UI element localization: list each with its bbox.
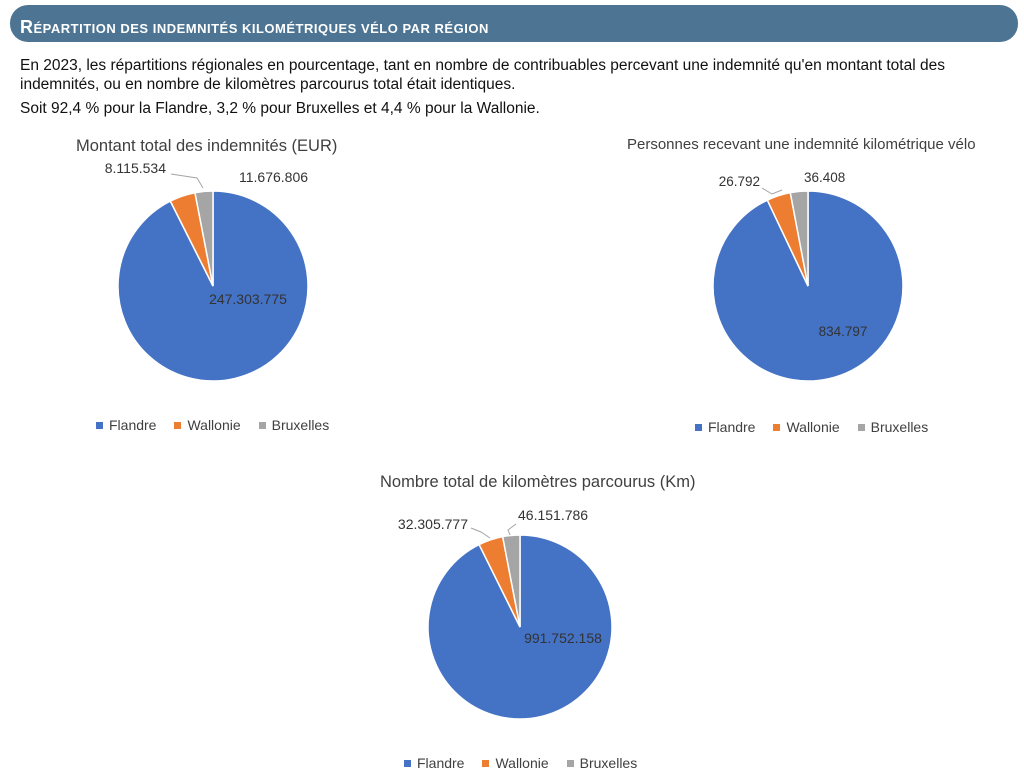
chart-title-km: Nombre total de kilomètres parcourus (Km…: [380, 473, 696, 491]
summary-text: Soit 92,4 % pour la Flandre, 3,2 % pour …: [20, 100, 540, 117]
legend-item-wallonie: Wallonie: [482, 755, 549, 771]
data-label-flandre: 834.797: [819, 324, 868, 339]
data-label-bruxelles: 32.305.777: [398, 516, 468, 532]
legend-item-bruxelles: Bruxelles: [258, 417, 330, 433]
data-label-wallonie: 46.151.786: [518, 507, 588, 523]
legend-swatch-bruxelles: [258, 421, 266, 429]
data-label-bruxelles: 26.792: [719, 174, 760, 189]
callout-line-wallonie: [507, 523, 517, 536]
legend-swatch-wallonie: [174, 421, 182, 429]
pie-slice-bruxelles: [194, 190, 214, 287]
data-label-flandre: 247.303.775: [209, 291, 287, 307]
legend-label-wallonie: Wallonie: [495, 755, 549, 771]
callout-line-bruxelles: [170, 173, 204, 189]
legend-label-wallonie: Wallonie: [187, 417, 241, 433]
legend-swatch-wallonie: [482, 759, 490, 767]
callout-line-bruxelles: [761, 187, 783, 195]
data-label-wallonie: 36.408: [804, 170, 845, 185]
legend-swatch-wallonie: [773, 423, 781, 431]
pie-chart-km: 991.752.158 46.151.786 32.305.777: [398, 507, 613, 720]
legend-item-bruxelles: Bruxelles: [857, 419, 929, 435]
legend-label-bruxelles: Bruxelles: [579, 755, 638, 771]
legend-label-wallonie: Wallonie: [786, 419, 840, 435]
legend-swatch-bruxelles: [857, 423, 865, 431]
legend-item-flandre: Flandre: [96, 417, 156, 433]
legend-item-flandre: Flandre: [695, 419, 755, 435]
legend-label-bruxelles: Bruxelles: [271, 417, 330, 433]
legend-label-bruxelles: Bruxelles: [870, 419, 929, 435]
chart-title-amount: Montant total des indemnités (EUR): [76, 137, 338, 155]
legend-label-flandre: Flandre: [708, 419, 756, 435]
page-title: Répartition des indemnités kilométriques…: [20, 17, 489, 38]
data-label-wallonie: 11.676.806: [239, 169, 308, 185]
legend-km: Flandre Wallonie Bruxelles: [404, 755, 637, 771]
legend-label-flandre: Flandre: [109, 417, 157, 433]
legend-amount: Flandre Wallonie Bruxelles: [96, 417, 329, 433]
legend-swatch-flandre: [404, 759, 411, 767]
legend-persons: Flandre Wallonie Bruxelles: [695, 419, 928, 435]
legend-item-bruxelles: Bruxelles: [566, 755, 638, 771]
legend-swatch-bruxelles: [566, 759, 574, 767]
chart-title-persons: Personnes recevant une indemnité kilomét…: [627, 136, 976, 153]
intro-paragraph: En 2023, les répartitions régionales en …: [20, 57, 945, 93]
legend-item-flandre: Flandre: [404, 755, 464, 771]
data-label-flandre: 991.752.158: [524, 630, 602, 646]
pie-chart-amount: 247.303.775 11.676.806 8.115.534: [105, 160, 309, 382]
data-label-bruxelles: 8.115.534: [105, 160, 166, 176]
legend-swatch-flandre: [695, 423, 702, 431]
legend-swatch-flandre: [96, 421, 103, 429]
callout-line-bruxelles: [470, 527, 491, 539]
title-rest: épartition des indemnités kilométriques …: [33, 21, 489, 36]
pie-slice-bruxelles: [789, 190, 809, 287]
pie-slice-bruxelles: [501, 534, 521, 628]
legend-label-flandre: Flandre: [417, 755, 465, 771]
header-banner: Répartition des indemnités kilométriques…: [10, 5, 1018, 42]
pie-chart-persons: 834.797 36.408 26.792: [712, 170, 904, 382]
legend-item-wallonie: Wallonie: [174, 417, 241, 433]
legend-item-wallonie: Wallonie: [773, 419, 840, 435]
title-initial: R: [20, 17, 34, 37]
